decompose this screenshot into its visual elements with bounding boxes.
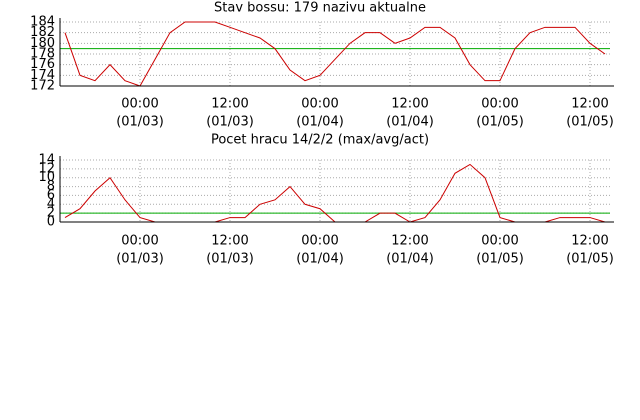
x-tick-sublabel: (01/03) bbox=[206, 115, 254, 130]
chart-title: Pocet hracu 14/2/2 (max/avg/act) bbox=[211, 133, 429, 148]
y-tick-label: 172 bbox=[30, 79, 55, 94]
x-tick-sublabel: (01/05) bbox=[566, 115, 614, 130]
y-tick-label: 0 bbox=[47, 215, 55, 230]
y-tick-label: 10 bbox=[38, 170, 55, 185]
x-tick-label: 00:00 bbox=[121, 234, 158, 249]
y-tick-label: 2 bbox=[47, 206, 55, 221]
y-tick-label: 184 bbox=[30, 15, 55, 30]
x-tick-sublabel: (01/04) bbox=[296, 252, 344, 267]
x-tick-label: 12:00 bbox=[211, 234, 248, 249]
y-tick-label: 182 bbox=[30, 25, 55, 40]
y-tick-label: 8 bbox=[47, 179, 55, 194]
x-tick-label: 00:00 bbox=[121, 97, 158, 112]
x-tick-label: 12:00 bbox=[211, 97, 248, 112]
x-tick-sublabel: (01/03) bbox=[116, 252, 164, 267]
x-tick-sublabel: (01/05) bbox=[566, 252, 614, 267]
x-tick-label: 12:00 bbox=[571, 234, 608, 249]
y-tick-label: 12 bbox=[38, 161, 55, 176]
x-tick-sublabel: (01/04) bbox=[386, 252, 434, 267]
x-tick-label: 00:00 bbox=[301, 234, 338, 249]
x-tick-label: 00:00 bbox=[301, 97, 338, 112]
y-tick-label: 176 bbox=[30, 57, 55, 72]
x-tick-label: 12:00 bbox=[391, 97, 428, 112]
x-tick-sublabel: (01/03) bbox=[206, 252, 254, 267]
x-tick-sublabel: (01/03) bbox=[116, 115, 164, 130]
x-tick-label: 12:00 bbox=[571, 97, 608, 112]
y-tick-label: 6 bbox=[47, 188, 55, 203]
y-tick-label: 14 bbox=[38, 153, 55, 168]
y-tick-label: 174 bbox=[30, 68, 55, 83]
x-tick-sublabel: (01/04) bbox=[386, 115, 434, 130]
data-line bbox=[64, 21, 606, 87]
x-tick-label: 00:00 bbox=[481, 97, 518, 112]
x-tick-label: 12:00 bbox=[391, 234, 428, 249]
y-tick-label: 4 bbox=[47, 197, 55, 212]
y-tick-label: 180 bbox=[30, 36, 55, 51]
chart-title: Stav bossu: 179 nazivu aktualne bbox=[214, 1, 426, 16]
y-tick-label: 178 bbox=[30, 47, 55, 62]
x-tick-label: 00:00 bbox=[481, 234, 518, 249]
x-tick-sublabel: (01/04) bbox=[296, 115, 344, 130]
x-tick-sublabel: (01/05) bbox=[476, 115, 524, 130]
x-tick-sublabel: (01/05) bbox=[476, 252, 524, 267]
